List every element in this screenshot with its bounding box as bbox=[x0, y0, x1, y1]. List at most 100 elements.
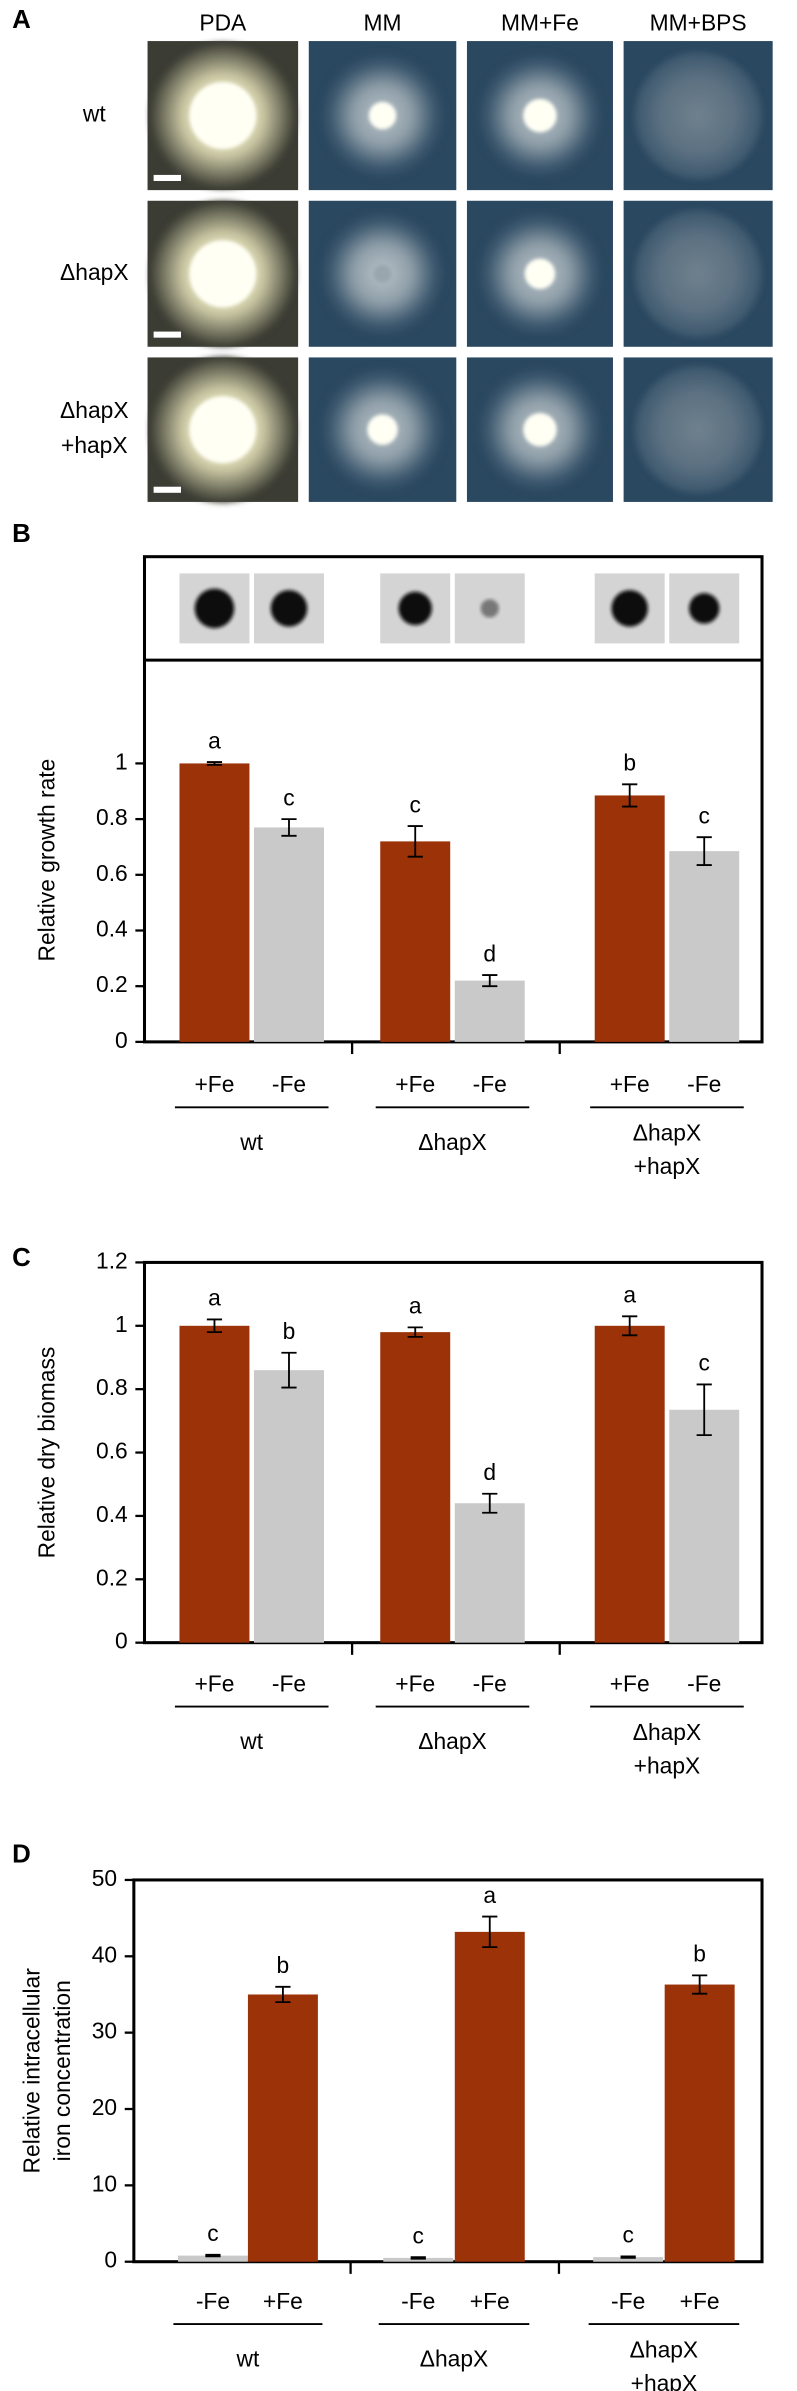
scale-bar bbox=[153, 174, 181, 181]
error-bar bbox=[407, 825, 423, 858]
significance-letter: c bbox=[207, 2220, 218, 2246]
error-bar bbox=[206, 761, 223, 766]
significance-letter: d bbox=[483, 940, 496, 966]
y-tick-label: 1 bbox=[115, 1311, 128, 1337]
significance-letter: c bbox=[283, 784, 294, 810]
error-bar bbox=[275, 1985, 291, 2004]
group-label: +hapX bbox=[631, 2370, 698, 2391]
y-tick-label: 0.4 bbox=[96, 1501, 128, 1527]
significance-letter: b bbox=[693, 1941, 706, 1967]
group-label: ΔhapX bbox=[418, 1728, 486, 1754]
condition-label: -Fe bbox=[687, 1670, 721, 1696]
y-tick-label: 0 bbox=[104, 2247, 117, 2273]
bar bbox=[380, 841, 451, 1042]
condition-label: +Fe bbox=[395, 1670, 435, 1696]
column-header: MM+BPS bbox=[650, 9, 747, 35]
row-label: ΔhapX bbox=[60, 259, 128, 285]
y-tick-label: 0.8 bbox=[96, 1374, 128, 1400]
significance-letter: c bbox=[699, 1350, 710, 1376]
thumbnail-colony bbox=[398, 591, 432, 626]
group-label: ΔhapX bbox=[633, 1719, 701, 1745]
significance-letter: c bbox=[699, 802, 710, 828]
significance-letter: a bbox=[208, 1285, 221, 1311]
column-header: MM bbox=[364, 9, 402, 35]
bar bbox=[594, 1325, 665, 1643]
y-tick-label: 0 bbox=[115, 1027, 128, 1053]
significance-letter: a bbox=[208, 727, 221, 753]
thumbnail-colony bbox=[270, 590, 308, 627]
colony-core bbox=[367, 414, 398, 445]
bar bbox=[380, 1332, 451, 1643]
y-axis-label: Relative dry biomass bbox=[34, 1347, 60, 1559]
significance-letter: d bbox=[483, 1459, 496, 1485]
colony bbox=[634, 51, 763, 180]
plot-frame bbox=[142, 555, 764, 1044]
y-tick-label: 0.2 bbox=[96, 971, 128, 997]
condition-label: -Fe bbox=[272, 1071, 306, 1097]
error-bar bbox=[482, 1492, 498, 1514]
bar bbox=[669, 851, 740, 1042]
y-tick-label: 50 bbox=[92, 1865, 117, 1891]
condition-label: -Fe bbox=[401, 2288, 435, 2314]
colony-core bbox=[189, 240, 257, 308]
group-label: ΔhapX bbox=[420, 2346, 488, 2372]
bar bbox=[254, 1370, 324, 1643]
error-bar bbox=[696, 1383, 712, 1437]
row-label: ΔhapX bbox=[60, 397, 128, 423]
column-header: MM+Fe bbox=[501, 9, 579, 35]
group-label: ΔhapX bbox=[630, 2336, 698, 2362]
colony bbox=[634, 209, 763, 338]
error-bar bbox=[620, 2255, 636, 2259]
colony-core bbox=[373, 264, 392, 283]
significance-letter: a bbox=[623, 1282, 636, 1308]
bar bbox=[254, 827, 324, 1042]
error-bar bbox=[696, 836, 712, 866]
colony-core bbox=[524, 258, 556, 289]
bar bbox=[383, 2257, 454, 2262]
row-label: +hapX bbox=[61, 432, 128, 458]
y-tick-label: 10 bbox=[92, 2170, 117, 2196]
condition-label: -Fe bbox=[473, 1071, 507, 1097]
y-tick-label: 0 bbox=[115, 1628, 128, 1654]
panel-label: C bbox=[12, 1244, 31, 1272]
significance-letter: b bbox=[623, 750, 636, 776]
error-bar bbox=[205, 2253, 221, 2258]
y-axis-label: iron concentration bbox=[49, 1980, 75, 2161]
group-label: wt bbox=[239, 1129, 263, 1155]
condition-label: +Fe bbox=[395, 1071, 435, 1097]
condition-label: -Fe bbox=[272, 1670, 306, 1696]
group-label: ΔhapX bbox=[418, 1129, 486, 1155]
panel-label: D bbox=[12, 1840, 31, 1868]
condition-label: +Fe bbox=[680, 2288, 720, 2314]
error-bar bbox=[622, 1315, 638, 1337]
error-bar bbox=[281, 1351, 297, 1389]
condition-label: +Fe bbox=[194, 1670, 234, 1696]
group-label: +hapX bbox=[634, 1153, 701, 1179]
significance-letter: c bbox=[622, 2222, 633, 2248]
column-header: PDA bbox=[199, 9, 247, 35]
panel-label: A bbox=[12, 6, 31, 34]
error-bar bbox=[482, 974, 498, 988]
error-bar bbox=[622, 783, 638, 808]
thumbnail-colony bbox=[480, 599, 499, 618]
thumbnail-colony bbox=[689, 593, 720, 624]
y-tick-label: 40 bbox=[92, 1941, 117, 1967]
y-tick-label: 0.8 bbox=[96, 804, 128, 830]
condition-label: +Fe bbox=[470, 2288, 510, 2314]
group-label: wt bbox=[236, 2346, 260, 2372]
thumbnail-colony bbox=[194, 588, 235, 629]
significance-letter: b bbox=[277, 1952, 290, 1978]
group-label: ΔhapX bbox=[633, 1120, 701, 1146]
bar bbox=[177, 2255, 248, 2262]
significance-letter: c bbox=[413, 2222, 424, 2248]
condition-label: +Fe bbox=[610, 1071, 650, 1097]
y-tick-label: 1 bbox=[115, 748, 128, 774]
significance-letter: b bbox=[283, 1318, 296, 1344]
y-tick-label: 0.2 bbox=[96, 1564, 128, 1590]
error-bar bbox=[407, 1326, 423, 1338]
bar bbox=[179, 763, 250, 1042]
colony-core bbox=[523, 412, 557, 447]
colony bbox=[634, 365, 763, 494]
condition-label: -Fe bbox=[196, 2288, 230, 2314]
